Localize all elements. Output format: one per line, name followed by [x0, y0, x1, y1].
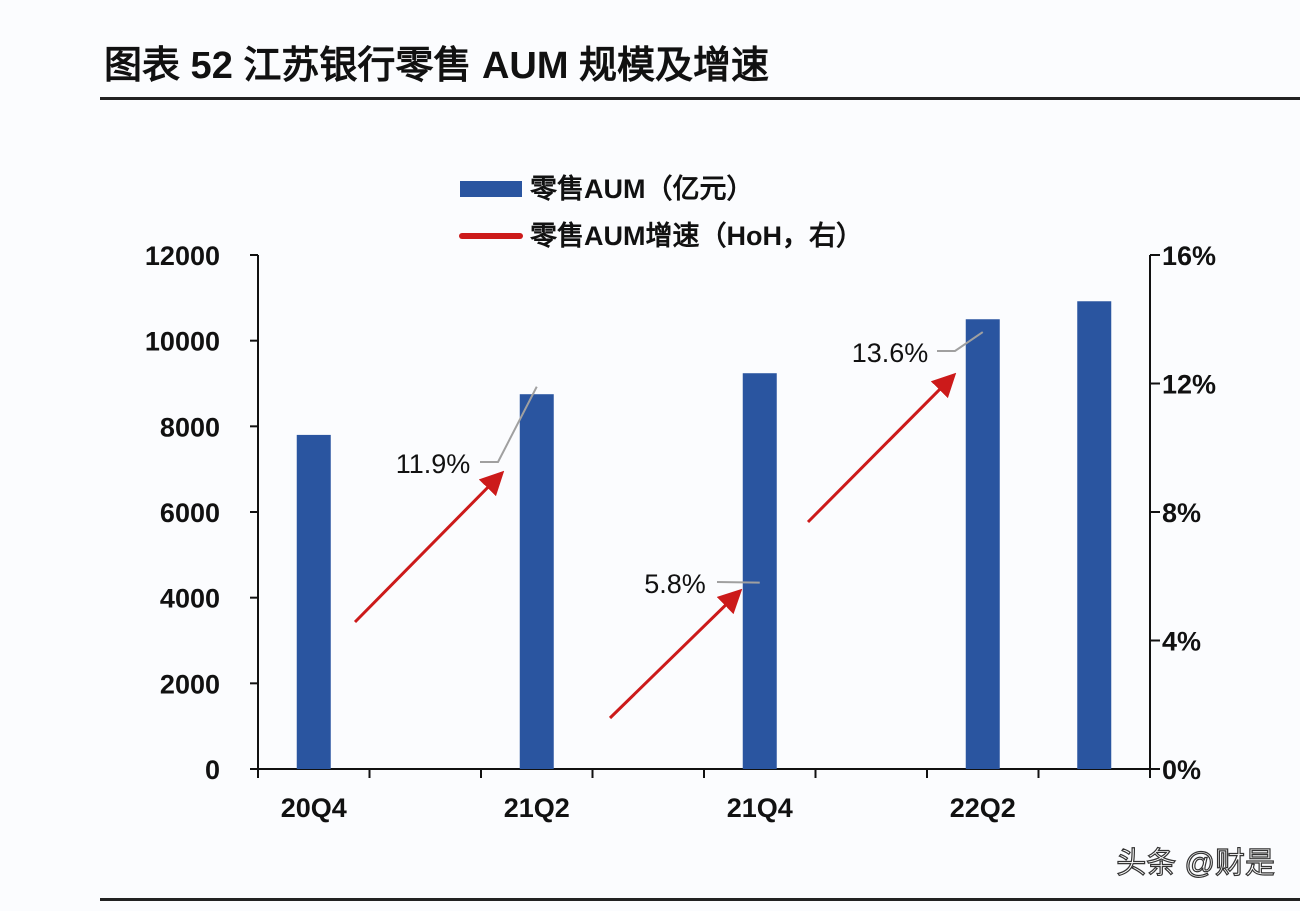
left-tick-label: 10000: [145, 327, 220, 357]
watermark: 头条 @财是: [1116, 847, 1275, 880]
left-tick-label: 8000: [160, 412, 220, 442]
right-tick-label: 8%: [1162, 498, 1201, 528]
growth-arrow: [608, 588, 743, 720]
right-tick-label: 12%: [1162, 370, 1216, 400]
data-label-leader: [716, 581, 760, 584]
growth-data-label: 5.8%: [644, 569, 706, 599]
right-tick-label: 0%: [1162, 755, 1201, 785]
legend-bar-swatch: [460, 181, 522, 197]
growth-data-label: 13.6%: [852, 338, 929, 368]
bar-22Q3: [1077, 301, 1112, 769]
legend-label-aum: 零售AUM（亿元）: [529, 173, 754, 204]
left-tick-label: 0: [205, 755, 220, 785]
legend-label-growth: 零售AUM增速（HoH，右）: [529, 220, 863, 251]
bar-20Q4: [296, 434, 331, 769]
bar-22Q2: [965, 319, 1000, 769]
bar-21Q4: [742, 373, 777, 769]
growth-data-label: 11.9%: [396, 449, 471, 479]
growth-arrow: [353, 470, 505, 624]
left-tick-label: 4000: [160, 584, 220, 614]
x-tick-label: 20Q4: [281, 793, 347, 823]
title-divider: [100, 97, 1300, 100]
left-tick-label: 12000: [145, 241, 220, 271]
left-tick-label: 2000: [160, 669, 220, 699]
x-tick-label: 21Q2: [504, 793, 570, 823]
x-tick-label: 22Q2: [950, 793, 1016, 823]
data-label-leader: [480, 386, 538, 463]
chart-title: 图表 52 江苏银行零售 AUM 规模及增速: [104, 45, 769, 87]
x-tick-label: 21Q4: [727, 793, 793, 823]
right-tick-label: 16%: [1162, 241, 1216, 271]
legend: 零售AUM（亿元） 零售AUM增速（HoH，右）: [459, 173, 863, 251]
left-tick-label: 6000: [160, 498, 220, 528]
right-tick-label: 4%: [1162, 627, 1201, 657]
bar-21Q2: [519, 394, 554, 769]
growth-arrow: [806, 372, 957, 524]
data-label-leader: [937, 331, 984, 352]
bottom-divider: [100, 898, 1300, 901]
